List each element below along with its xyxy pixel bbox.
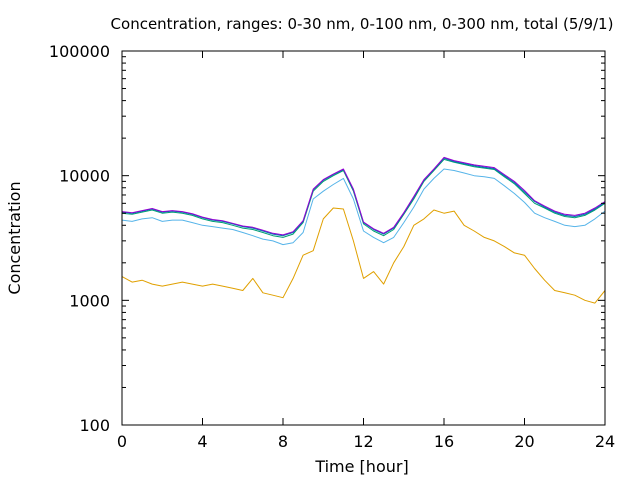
x-tick-label: 4 <box>197 432 207 451</box>
x-tick-label: 12 <box>353 432 373 451</box>
series-line <box>121 168 606 246</box>
x-tick-label: 0 <box>117 432 127 451</box>
x-tick-label: 8 <box>278 432 288 451</box>
plot-frame <box>121 50 606 426</box>
x-tick-label: 24 <box>595 432 615 451</box>
series-line <box>121 207 606 304</box>
y-tick-label: 100 <box>79 416 110 435</box>
y-tick-label: 10000 <box>59 167 110 186</box>
y-tick-label: 100000 <box>49 42 110 61</box>
x-axis-label: Time [hour] <box>314 457 408 476</box>
x-tick-label: 20 <box>514 432 534 451</box>
series-line <box>121 158 606 238</box>
x-tick-label: 16 <box>434 432 454 451</box>
series-layer <box>121 156 606 304</box>
tick-layer: 0 4 8 12 16 20 24 100 1000 10000 100000 <box>49 42 615 451</box>
chart-title: Concentration, ranges: 0-30 nm, 0-100 nm… <box>111 15 614 33</box>
series-line <box>121 156 606 236</box>
y-axis-label: Concentration <box>5 181 24 294</box>
y-tick-label: 1000 <box>69 291 110 310</box>
